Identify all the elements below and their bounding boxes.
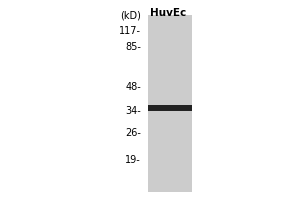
Bar — [148, 15, 192, 192]
Text: 85-: 85- — [125, 42, 141, 52]
Text: 19-: 19- — [125, 155, 141, 165]
Text: 34-: 34- — [125, 106, 141, 116]
Bar — [148, 105, 192, 111]
Text: 48-: 48- — [125, 82, 141, 92]
Text: 26-: 26- — [125, 128, 141, 138]
Text: (kD): (kD) — [120, 10, 141, 20]
Text: 117-: 117- — [119, 26, 141, 36]
Text: HuvEc: HuvEc — [150, 8, 186, 18]
